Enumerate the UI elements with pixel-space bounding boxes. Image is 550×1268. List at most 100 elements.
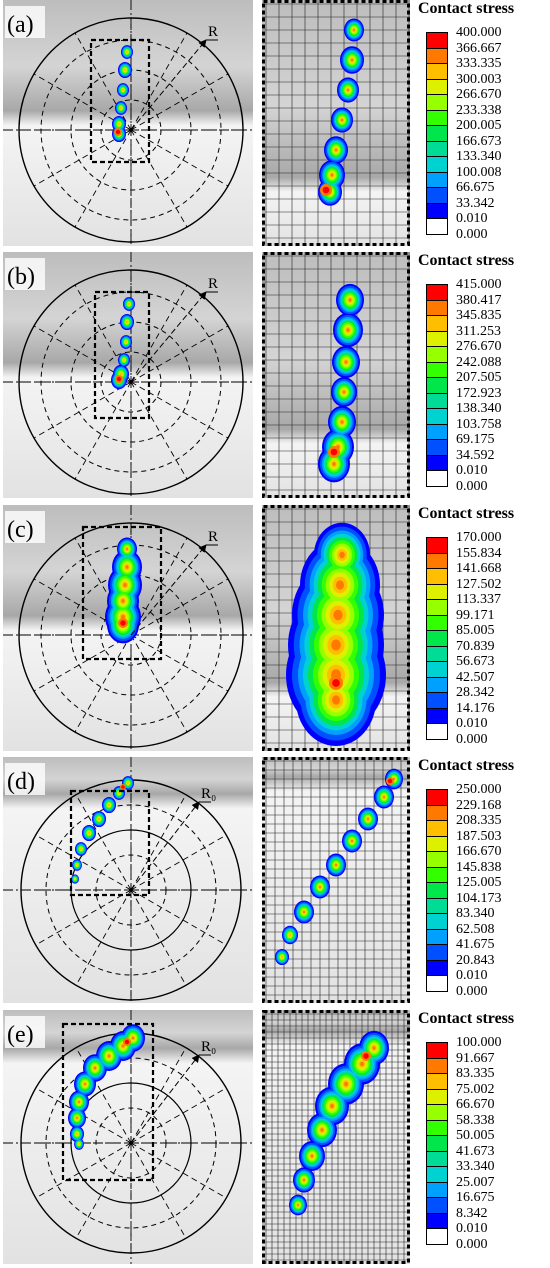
legend-level: 58.338 [456, 1112, 495, 1128]
legend-level: 229.168 [456, 797, 502, 813]
legend-level: 166.670 [456, 844, 502, 859]
legend-swatch [426, 630, 448, 647]
disc-figure: R (c) [3, 505, 253, 751]
radius-label: R [208, 529, 218, 545]
selection-box [93, 290, 151, 420]
panel-c: R (c) Contact stress 170.000 155.834 141.668 1… [0, 505, 550, 755]
radius-label: R₀ [201, 786, 216, 802]
legend-swatch [426, 423, 448, 440]
legend-swatch [426, 820, 448, 837]
legend-swatch [426, 439, 448, 456]
legend-level: 0.000 [456, 983, 488, 999]
radius-label: R [208, 24, 218, 40]
panel-b: R (b) Contact stress 415.000 380.417 345.835 3… [0, 252, 550, 502]
legend-level: 300.003 [456, 71, 502, 87]
legend-swatch [426, 568, 448, 585]
legend-swatch [426, 171, 448, 188]
legend-swatch [426, 330, 448, 347]
panel-label: (e) [7, 1022, 34, 1048]
legend-level: 187.503 [456, 828, 502, 844]
legend-level: 66.675 [456, 180, 495, 195]
legend-level: 50.005 [456, 1128, 495, 1143]
selection-box [61, 1022, 155, 1182]
legend-level: 127.502 [456, 576, 502, 592]
contact-contour-zoom [275, 768, 403, 966]
legend-swatch [426, 1088, 448, 1105]
disc-figure: R₀ (d) [3, 757, 253, 1003]
legend-swatch [426, 707, 448, 724]
legend-swatch [426, 408, 448, 425]
legend-level: 34.592 [456, 447, 495, 463]
legend-swatch [426, 897, 448, 914]
legend-swatch [426, 218, 448, 235]
panel-label: (b) [7, 264, 35, 290]
legend-level: 250.000 [456, 782, 502, 797]
legend-level: 415.000 [456, 277, 502, 292]
legend-level: 83.335 [456, 1066, 495, 1081]
legend-swatch [426, 645, 448, 662]
legend-swatch [426, 32, 448, 49]
legend-level: 276.670 [456, 339, 502, 354]
legend-level: 0.010 [456, 968, 488, 983]
legend-level: 66.670 [456, 1097, 495, 1112]
selection-box [89, 38, 151, 164]
color-legend: Contact stress 250.000 229.168 208.335 187.5… [418, 757, 550, 1003]
legend-level: 155.834 [456, 545, 502, 561]
legend-title: Contact stress [418, 252, 515, 269]
legend-level: 41.675 [456, 937, 495, 952]
legend-swatch [426, 392, 448, 409]
legend-swatch [426, 78, 448, 95]
legend-swatch [426, 1057, 448, 1074]
legend-level: 28.342 [456, 685, 495, 700]
legend-level: 0.000 [456, 226, 488, 242]
legend-swatch [426, 944, 448, 961]
legend-level: 33.340 [456, 1159, 495, 1174]
legend-level: 83.340 [456, 906, 495, 921]
legend-swatch [426, 975, 448, 992]
legend-swatch [426, 454, 448, 471]
legend-swatch [426, 1197, 448, 1214]
legend-level: 233.338 [456, 102, 502, 118]
legend-level: 113.337 [456, 592, 501, 607]
legend-swatch [426, 140, 448, 157]
legend-level: 242.088 [456, 354, 502, 370]
legend-level: 333.335 [456, 56, 502, 71]
legend-swatch [426, 470, 448, 487]
legend-level: 366.667 [456, 40, 502, 56]
legend-swatch [426, 676, 448, 693]
legend-level: 170.000 [456, 530, 502, 545]
color-legend: Contact stress 400.000 366.667 333.335 300.0… [418, 0, 550, 246]
legend-swatch [426, 723, 448, 740]
legend-swatch [426, 63, 448, 80]
legend-level: 0.010 [456, 1221, 488, 1236]
panel-label: (a) [7, 12, 34, 38]
legend-level: 85.005 [456, 623, 495, 638]
legend-swatch [426, 661, 448, 678]
legend-level: 0.000 [456, 478, 488, 494]
legend-level: 91.667 [456, 1050, 495, 1066]
legend-level: 14.176 [456, 700, 495, 716]
legend-swatch [426, 959, 448, 976]
legend-swatch [426, 789, 448, 806]
legend-level: 70.839 [456, 638, 495, 654]
legend-swatch [426, 851, 448, 868]
legend-title: Contact stress [418, 1010, 515, 1027]
contact-contour [71, 776, 134, 884]
disc-figure: R₀ (e) [3, 1010, 253, 1264]
legend-swatch [426, 804, 448, 821]
legend-level: 100.008 [456, 164, 502, 180]
legend-swatch [426, 928, 448, 945]
legend-level: 0.010 [456, 211, 488, 226]
legend-level: 133.340 [456, 149, 502, 164]
radius-label: R₀ [201, 1039, 216, 1055]
panel-a: R (a) Contact stress 400.000 366.667 333.335 3… [0, 0, 550, 250]
legend-level: 345.835 [456, 308, 502, 323]
legend-swatch [426, 187, 448, 204]
zoomed-mesh [262, 252, 410, 498]
legend-swatch [426, 377, 448, 394]
legend-level: 8.342 [456, 1205, 488, 1221]
zoomed-mesh [262, 1010, 410, 1264]
legend-level: 380.417 [456, 292, 502, 308]
contact-contour-zoom [318, 283, 364, 483]
zoomed-mesh [262, 505, 410, 751]
